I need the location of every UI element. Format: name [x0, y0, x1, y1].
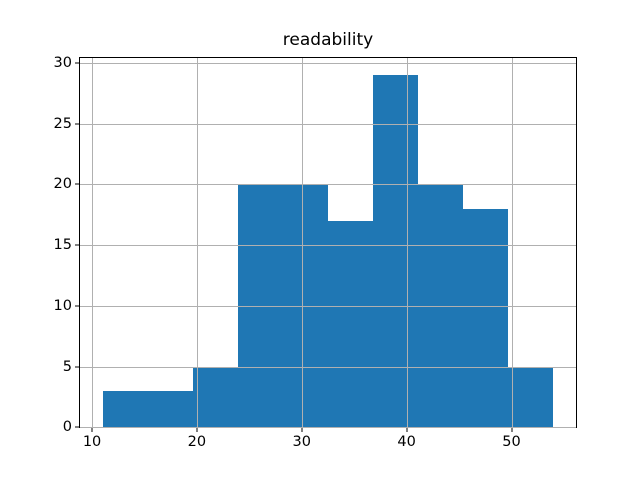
- x-tick-label: 10: [82, 434, 102, 451]
- y-tick-label: 5: [62, 358, 72, 375]
- histogram-bar: [147, 390, 193, 428]
- gridline-x: [511, 57, 513, 428]
- histogram-bar: [282, 184, 328, 428]
- gridline-y: [80, 63, 576, 65]
- y-tick-label: 20: [53, 176, 72, 193]
- gridline-x: [92, 57, 94, 428]
- gridline-y: [80, 427, 576, 429]
- x-tick-mark: [406, 428, 408, 433]
- gridline-y: [80, 245, 576, 247]
- plot-area: 10 20 30 40 50 0 5 10 15 20 25 30: [54, 56, 577, 449]
- gridline-x: [301, 57, 303, 428]
- histogram-bar: [328, 220, 374, 428]
- y-tick-label: 25: [53, 115, 72, 132]
- x-tick-label: 30: [292, 434, 312, 451]
- histogram-bar: [508, 366, 554, 428]
- gridline-y: [80, 305, 576, 307]
- gridline-y: [80, 123, 576, 125]
- y-tick-mark: [75, 426, 79, 428]
- x-tick-mark: [301, 428, 303, 433]
- x-tick-mark: [196, 428, 198, 433]
- gridline-y: [80, 184, 576, 186]
- y-tick-label: 15: [53, 236, 72, 253]
- y-tick-mark: [75, 183, 79, 185]
- x-tick-mark: [91, 428, 93, 433]
- histogram-bar: [418, 184, 464, 428]
- gridline-y: [80, 366, 576, 368]
- chart-title: readability: [282, 30, 374, 50]
- x-tick-label: 50: [502, 434, 521, 451]
- y-tick-label: 0: [62, 418, 72, 435]
- gridline-x: [406, 57, 408, 428]
- y-tick-mark: [75, 305, 79, 307]
- histogram-bar: [373, 75, 419, 428]
- y-tick-label: 10: [53, 297, 72, 314]
- x-tick-mark: [511, 428, 512, 433]
- x-tick-label: 20: [187, 434, 207, 451]
- histogram-bar: [102, 390, 148, 428]
- y-tick-label: 30: [53, 54, 72, 71]
- histogram-bar: [463, 208, 509, 428]
- y-tick-mark: [75, 123, 79, 125]
- y-tick-mark: [75, 62, 79, 64]
- histogram-bar: [237, 184, 283, 428]
- gridline-x: [196, 57, 198, 428]
- x-tick-label: 40: [397, 434, 416, 451]
- y-tick-mark: [75, 244, 79, 246]
- histogram-bar: [192, 366, 238, 428]
- y-tick-mark: [75, 366, 79, 367]
